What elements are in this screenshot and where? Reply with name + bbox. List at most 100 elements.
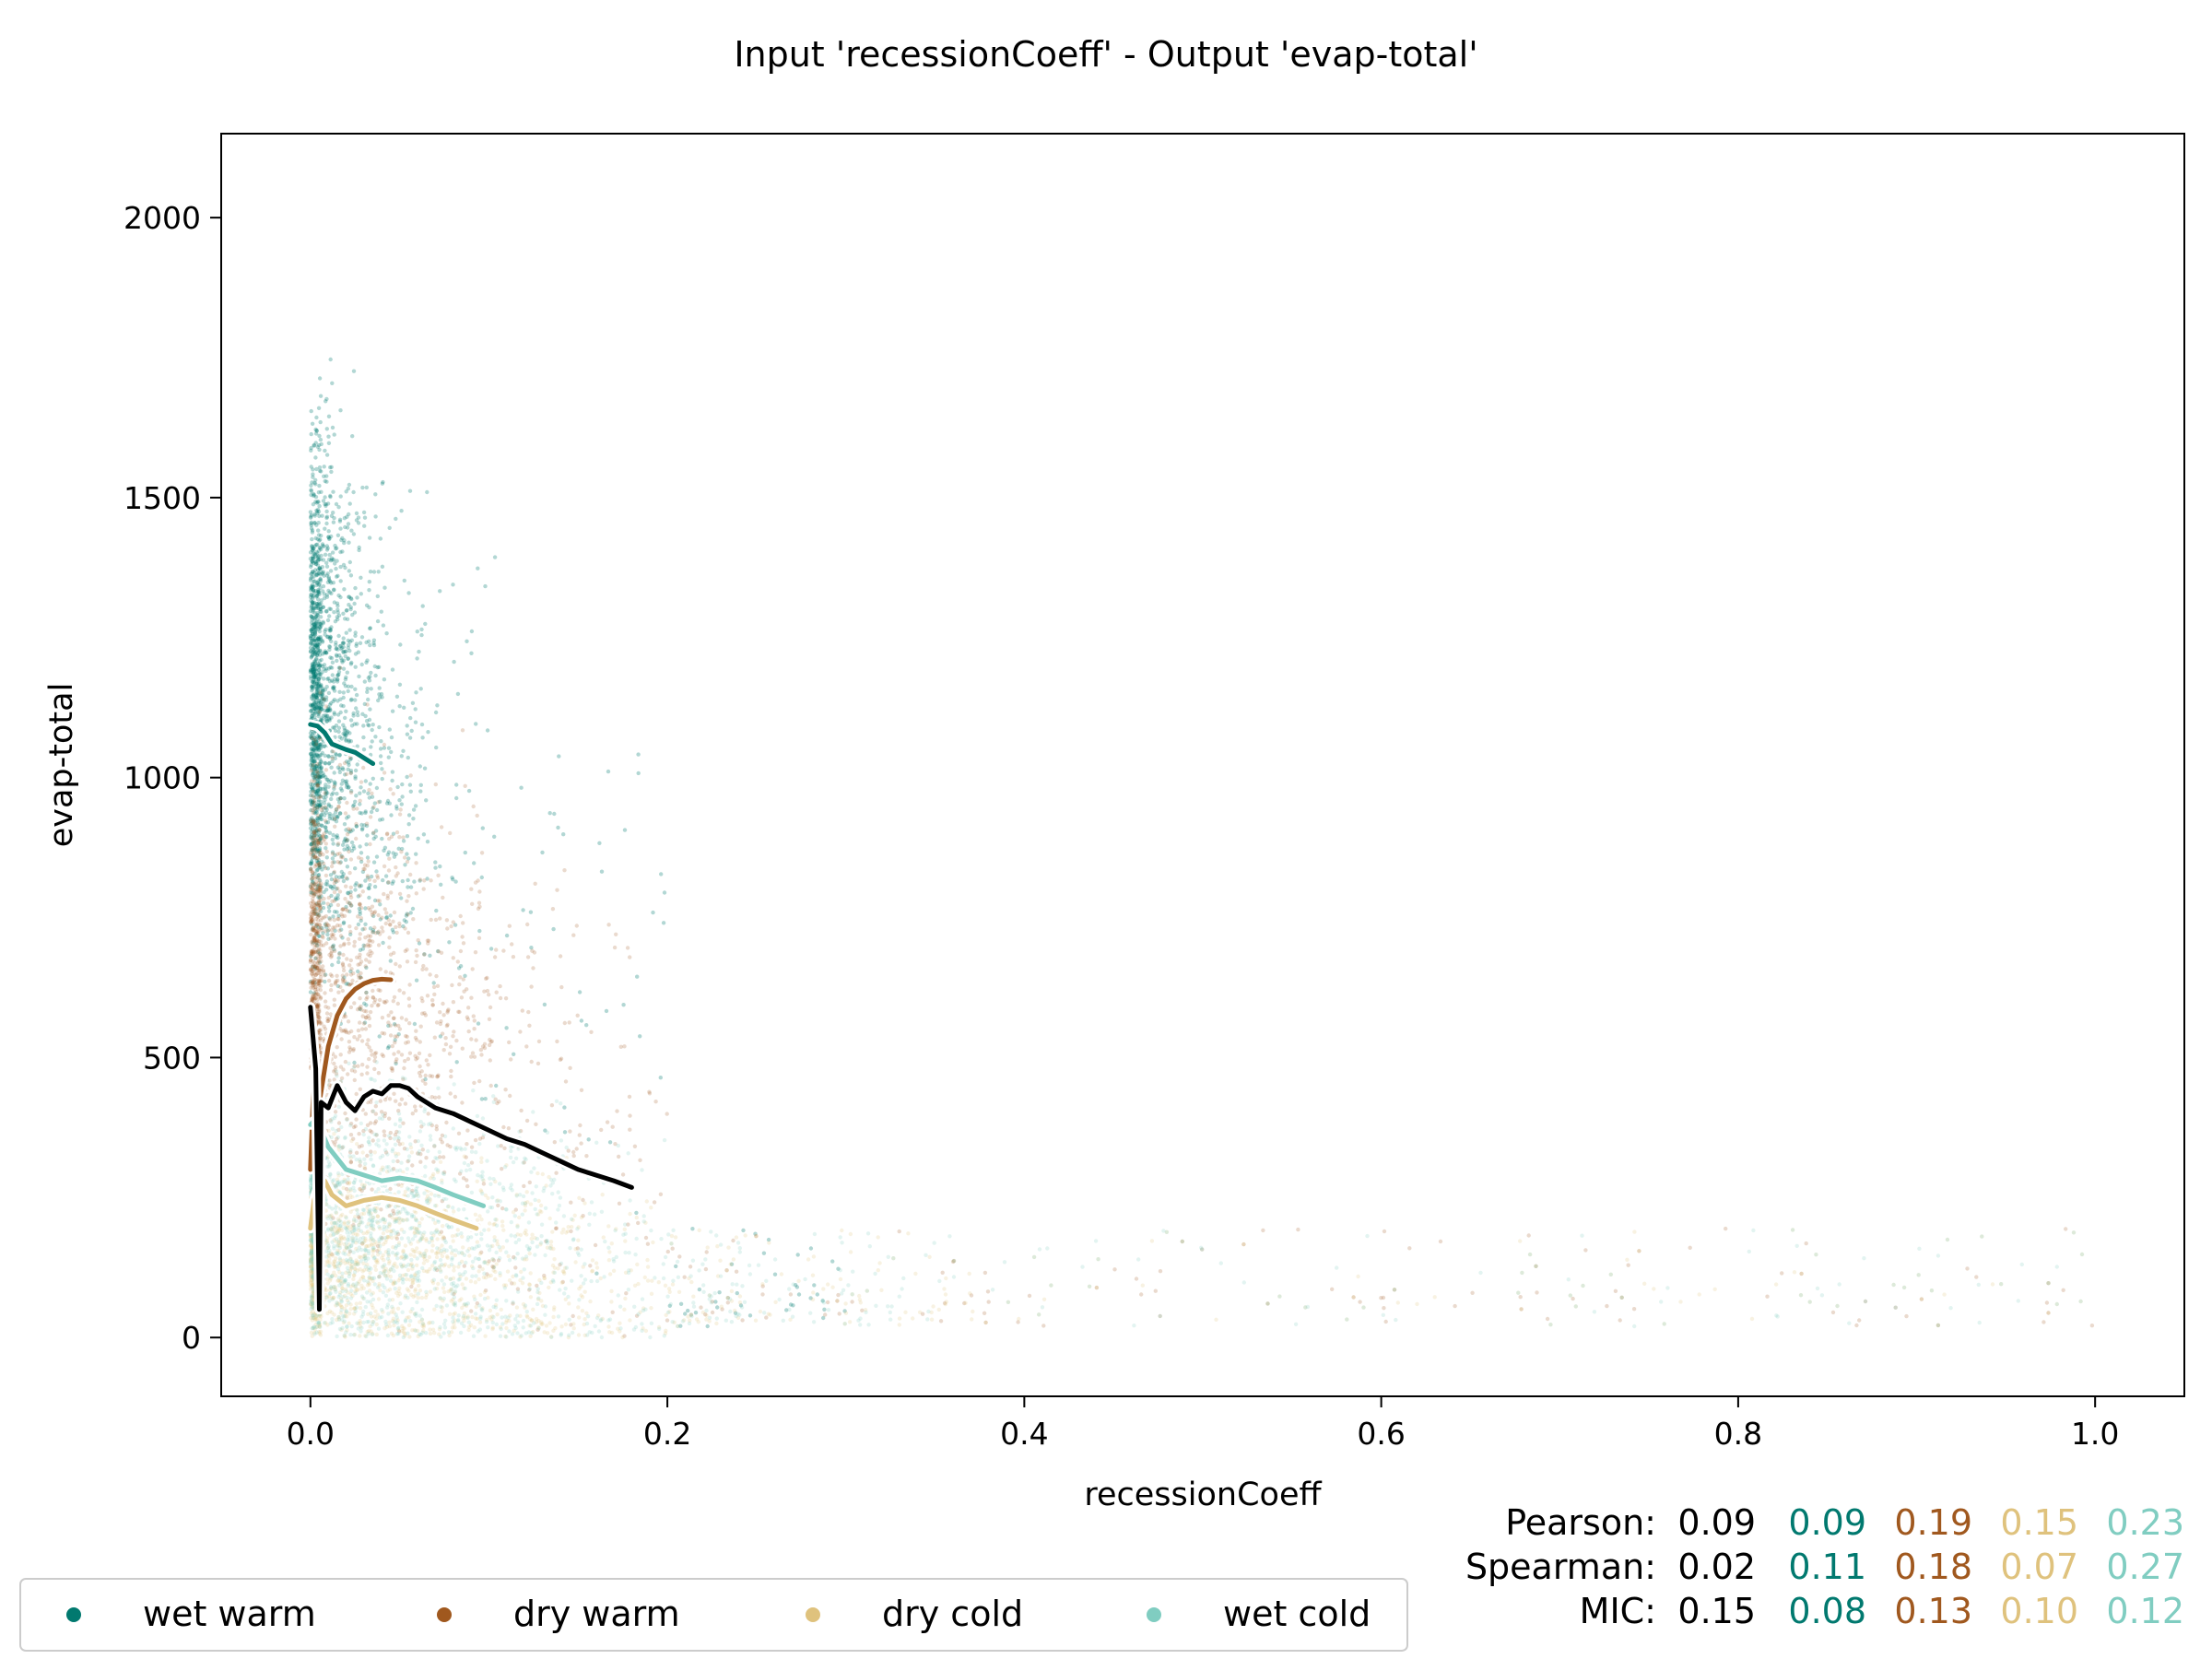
scatter-point [477, 935, 482, 940]
scatter-point [319, 812, 324, 818]
scatter-point [407, 782, 413, 787]
scatter-point [483, 1097, 488, 1101]
scatter-point [326, 717, 332, 722]
scatter-point [628, 1318, 632, 1323]
scatter-point [1631, 1307, 1637, 1312]
scatter-point [331, 841, 335, 846]
scatter-point [461, 977, 465, 982]
scatter-point [456, 966, 462, 971]
scatter-point [314, 769, 319, 773]
scatter-point [332, 1003, 337, 1007]
scatter-point [573, 1260, 578, 1265]
scatter-point [314, 850, 319, 854]
scatter-point [374, 807, 380, 813]
scatter-point [317, 863, 322, 867]
scatter-point [372, 664, 377, 669]
scatter-point [322, 666, 326, 672]
scatter-point [985, 1289, 991, 1294]
scatter-point [347, 540, 351, 545]
scatter-point [364, 990, 369, 995]
scatter-point [391, 999, 395, 1004]
scatter-point [440, 1309, 444, 1314]
scatter-point [347, 628, 352, 632]
scatter-point [348, 573, 354, 578]
scatter-point [735, 1290, 739, 1296]
scatter-point [452, 1209, 456, 1214]
scatter-point [1518, 1239, 1523, 1243]
scatter-point [382, 742, 387, 747]
scatter-point [638, 1158, 642, 1163]
scatter-point [310, 779, 314, 783]
scatter-point [340, 660, 345, 665]
scatter-point [621, 1003, 626, 1007]
scatter-point [338, 984, 343, 990]
scatter-point [498, 995, 503, 1001]
scatter-point [399, 509, 404, 513]
scatter-point [400, 1141, 405, 1147]
scatter-point [341, 872, 346, 877]
scatter-point [525, 922, 530, 927]
scatter-point [339, 912, 344, 917]
scatter-point [314, 747, 320, 752]
scatter-point [314, 429, 319, 433]
scatter-point [366, 859, 371, 864]
scatter-point [315, 536, 320, 542]
scatter-point [328, 655, 333, 660]
scatter-point [310, 685, 314, 689]
scatter-point [463, 783, 467, 788]
scatter-point [617, 1201, 622, 1206]
scatter-point [355, 1142, 359, 1147]
scatter-point [414, 948, 418, 953]
scatter-point [1526, 1233, 1531, 1238]
scatter-point [333, 925, 337, 930]
scatter-point [444, 918, 450, 923]
scatter-point [345, 608, 349, 613]
scatter-point [337, 689, 342, 694]
scatter-point [330, 852, 335, 856]
scatter-point [488, 1005, 493, 1010]
scatter-point [556, 825, 560, 830]
scatter-point [313, 495, 319, 500]
scatter-point [309, 789, 313, 794]
scatter-point [519, 1108, 524, 1113]
scatter-point [773, 1300, 778, 1305]
scatter-point [311, 556, 315, 561]
scatter-point [428, 953, 432, 959]
scatter-point [389, 735, 394, 740]
scatter-point [359, 905, 364, 911]
scatter-point [825, 1300, 830, 1305]
scatter-point [1351, 1295, 1356, 1300]
scatter-point [577, 1287, 582, 1291]
scatter-point [337, 643, 343, 649]
scatter-point [448, 1091, 453, 1096]
scatter-point [504, 1026, 509, 1030]
scatter-point [324, 1011, 330, 1016]
scatter-point [361, 510, 367, 515]
scatter-point [405, 834, 410, 839]
scatter-point [477, 1277, 481, 1282]
scatter-point [312, 625, 317, 629]
scatter-point [351, 532, 357, 536]
scatter-point [317, 591, 322, 595]
scatter-point [429, 1192, 434, 1196]
scatter-point [337, 770, 342, 775]
scatter-point [344, 771, 349, 777]
scatter-point [1626, 1263, 1630, 1267]
scatter-point [982, 1270, 988, 1276]
scatter-point [645, 1257, 650, 1263]
scatter-point [463, 973, 467, 979]
scatter-point [348, 718, 354, 723]
scatter-point [547, 1216, 552, 1221]
scatter-point [370, 1053, 374, 1057]
scatter-point [353, 883, 358, 888]
scatter-point [796, 1278, 801, 1284]
scatter-point [336, 725, 342, 730]
scatter-point [358, 996, 362, 1001]
scatter-point [341, 611, 346, 616]
scatter-point [1724, 1226, 1728, 1231]
scatter-point [690, 1227, 695, 1231]
scatter-point [346, 645, 350, 650]
scatter-point [494, 1262, 499, 1266]
scatter-point [1904, 1313, 1909, 1319]
scatter-point [324, 873, 329, 878]
